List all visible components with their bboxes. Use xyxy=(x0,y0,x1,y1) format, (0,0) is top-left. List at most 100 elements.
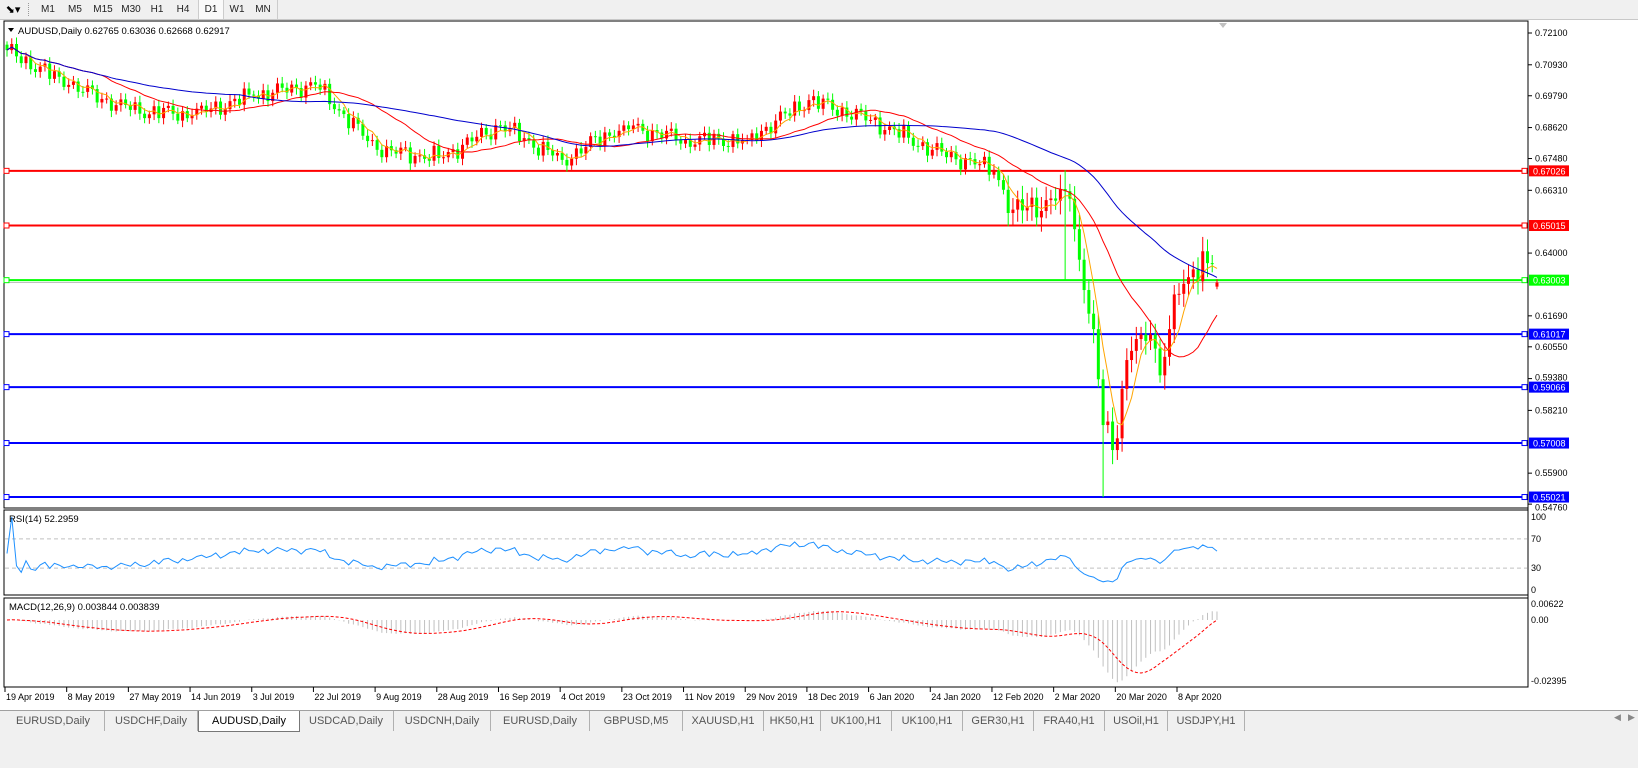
tab-ger30-h1[interactable]: GER30,H1 xyxy=(963,711,1034,731)
price-tick-label: 0.69790 xyxy=(1535,91,1568,101)
tab-scroll-right-icon[interactable]: ▶ xyxy=(1628,713,1635,723)
moving-average-slow xyxy=(6,46,1218,278)
timeframe-d1[interactable]: D1 xyxy=(198,0,224,19)
candle-body xyxy=(1187,277,1191,284)
candle-body xyxy=(480,127,483,137)
candle xyxy=(636,117,640,132)
tab-audusd-daily[interactable]: AUDUSD,Daily xyxy=(198,711,300,732)
level-handle[interactable] xyxy=(1521,222,1528,229)
level-handle[interactable] xyxy=(3,494,10,501)
horizontal-level-line[interactable] xyxy=(3,277,1528,284)
candle-body xyxy=(204,105,208,113)
candle xyxy=(404,140,408,152)
collapse-icon[interactable] xyxy=(8,28,14,32)
tab-scroll-left-icon[interactable]: ◀ xyxy=(1614,713,1621,723)
horizontal-level-line[interactable] xyxy=(3,331,1528,338)
candle-body xyxy=(105,98,109,100)
horizontal-level-line[interactable] xyxy=(3,440,1528,447)
candle xyxy=(1054,186,1058,210)
tab-fra40-h1[interactable]: FRA40,H1 xyxy=(1034,711,1105,731)
candle-body xyxy=(783,111,787,114)
chart-header: AUDUSD,Daily 0.62765 0.63036 0.62668 0.6… xyxy=(18,26,230,37)
level-handle[interactable] xyxy=(3,167,10,174)
date-tick-label: 22 Jul 2019 xyxy=(314,692,361,702)
candle-body xyxy=(375,140,379,150)
macd-signal-line xyxy=(6,611,1218,674)
candle xyxy=(831,93,835,116)
candle-body xyxy=(1210,263,1214,265)
candle-body xyxy=(361,123,365,136)
candle-body xyxy=(81,91,85,93)
level-handle[interactable] xyxy=(1521,167,1528,174)
level-handle[interactable] xyxy=(3,384,10,391)
candle xyxy=(280,76,284,93)
candle-body xyxy=(437,145,441,158)
tab-xauusd-h1[interactable]: XAUUSD,H1 xyxy=(683,711,764,731)
horizontal-level-line[interactable] xyxy=(3,384,1528,391)
tab-eurusd-daily[interactable]: EURUSD,Daily xyxy=(2,711,105,731)
level-handle[interactable] xyxy=(1521,494,1528,501)
level-handle[interactable] xyxy=(1521,384,1528,391)
level-handle[interactable] xyxy=(3,331,10,338)
price-tick-label: 0.61690 xyxy=(1535,311,1568,321)
level-handle[interactable] xyxy=(1521,440,1528,447)
timeframe-mn[interactable]: MN xyxy=(255,4,271,15)
horizontal-level-line[interactable] xyxy=(3,167,1528,174)
tab-hk50-h1[interactable]: HK50,H1 xyxy=(764,711,821,731)
rsi-panel xyxy=(3,509,1529,596)
candle xyxy=(181,106,185,128)
tab-usdchf-daily[interactable]: USDCHF,Daily xyxy=(105,711,198,731)
candle-body xyxy=(731,134,735,147)
candle-body xyxy=(200,105,204,109)
level-handle[interactable] xyxy=(3,277,10,284)
horizontal-level-line[interactable] xyxy=(3,494,1528,501)
level-handle[interactable] xyxy=(3,440,10,447)
candle xyxy=(470,131,474,148)
candle xyxy=(774,114,778,139)
candle-body xyxy=(86,85,90,92)
tab-usoil-h1[interactable]: USOil,H1 xyxy=(1105,711,1168,731)
timeframe-m30[interactable]: M30 xyxy=(121,4,141,15)
candle-body xyxy=(1030,197,1034,207)
candle-body xyxy=(987,156,991,175)
candle-body xyxy=(280,83,284,88)
candle-body xyxy=(190,115,194,119)
candle xyxy=(380,144,384,163)
chart-shift-marker[interactable] xyxy=(1219,23,1227,28)
timeframe-h4[interactable]: H4 xyxy=(176,4,190,15)
candle xyxy=(854,105,858,126)
timeframe-w1[interactable]: W1 xyxy=(229,4,245,15)
candle-body xyxy=(631,125,635,130)
price-chart[interactable]: 0.72100 0.70930 0.69790 0.68620 0.67480 0.663… xyxy=(0,0,1638,708)
level-handle[interactable] xyxy=(3,222,10,229)
timeframe-h1[interactable]: H1 xyxy=(150,4,164,15)
candle xyxy=(489,128,493,146)
timeframe-m1[interactable]: M1 xyxy=(41,4,55,15)
candle xyxy=(385,139,389,163)
candle-body xyxy=(166,105,170,108)
toolbar-grip[interactable] xyxy=(28,3,32,16)
tab-uk100-h1[interactable]: UK100,H1 xyxy=(821,711,892,731)
line-tools-icon[interactable]: ⬊▾ xyxy=(5,3,21,16)
rsi-tick-label: 100 xyxy=(1531,512,1546,522)
macd-tick-label: 0.00 xyxy=(1531,615,1549,625)
tab-gbpusd-m5[interactable]: GBPUSD,M5 xyxy=(590,711,683,731)
tab-eurusd-daily[interactable]: EURUSD,Daily xyxy=(491,711,590,731)
tab-uk100-h1[interactable]: UK100,H1 xyxy=(892,711,963,731)
candle-body xyxy=(968,158,972,160)
candle-body xyxy=(176,113,180,121)
horizontal-level-line[interactable] xyxy=(3,222,1528,229)
candle-body xyxy=(19,56,23,64)
candle-body xyxy=(442,157,446,159)
level-price-label: 0.59066 xyxy=(1533,383,1566,393)
tab-usdcad-daily[interactable]: USDCAD,Daily xyxy=(299,711,394,731)
level-handle[interactable] xyxy=(1521,277,1528,284)
candle-body xyxy=(769,126,773,134)
timeframe-m15[interactable]: M15 xyxy=(93,4,113,15)
tab-usdcnh-daily[interactable]: USDCNH,Daily xyxy=(394,711,491,731)
candle xyxy=(560,146,564,165)
level-handle[interactable] xyxy=(1521,331,1528,338)
tab-usdjpy-h1[interactable]: USDJPY,H1 xyxy=(1168,711,1245,731)
candle-body xyxy=(726,145,730,147)
timeframe-m5[interactable]: M5 xyxy=(68,4,82,15)
